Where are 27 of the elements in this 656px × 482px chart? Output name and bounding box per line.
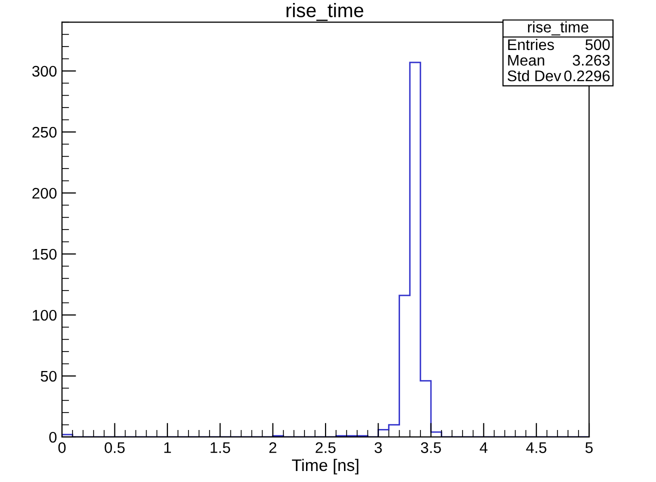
y-tick-label: 250 (32, 126, 57, 138)
chart-title: rise_time (286, 2, 364, 21)
annotation: Entries (508, 38, 554, 50)
x-tick-label: 5 (585, 442, 593, 454)
y-tick-label: 150 (32, 248, 57, 260)
x-tick-label: 4 (480, 442, 488, 453)
x-tick-label: 2 (269, 442, 276, 453)
annotation: 3.263 (572, 54, 610, 66)
x-tick-label: 1.5 (210, 442, 230, 454)
x-tick-label: 0 (58, 442, 66, 454)
y-tick-label: 50 (40, 370, 57, 382)
y-tick-label: 200 (32, 188, 57, 199)
x-tick-label: 0.5 (104, 442, 125, 454)
annotation: 0.2296 (564, 70, 610, 82)
annotation: rise_time (528, 21, 588, 36)
y-tick-label: 0 (49, 432, 57, 443)
annotation: Std Dev (508, 70, 562, 82)
x-tick-label: 4.5 (526, 442, 546, 454)
x-tick-label: 3.5 (420, 442, 441, 454)
x-tick-label: 3 (374, 442, 382, 454)
x-tick-label: 2.5 (316, 442, 336, 454)
x-axis-title: Time [ns] (292, 458, 358, 474)
y-tick-label: 100 (32, 310, 57, 321)
annotation: 500 (586, 39, 610, 50)
annotation: Mean (508, 55, 544, 66)
y-tick-label: 300 (32, 66, 57, 77)
x-tick-label: 1 (164, 442, 171, 453)
